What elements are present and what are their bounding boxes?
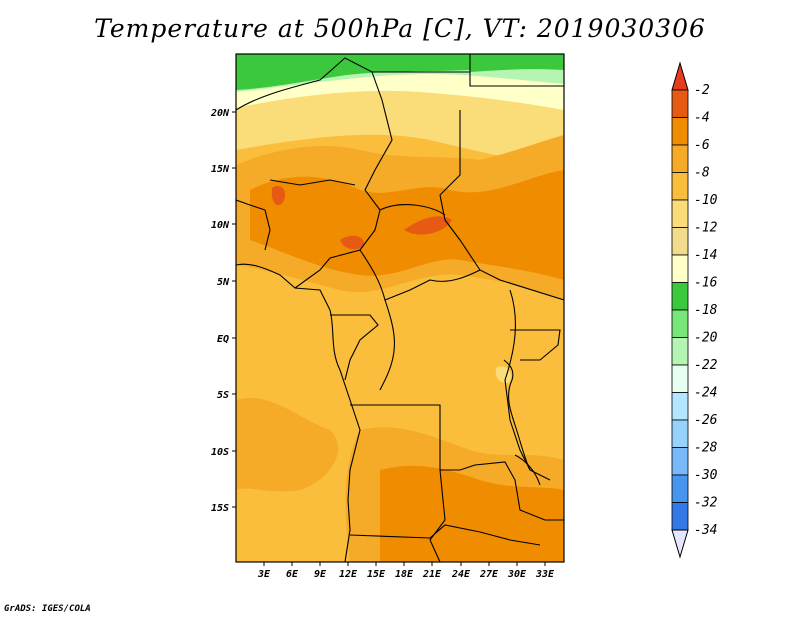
colorbar-label: -28 xyxy=(694,441,718,456)
lat-tick-label: 15S xyxy=(211,503,229,514)
border-gabon xyxy=(330,314,379,381)
colorbar-label: -4 xyxy=(694,111,710,126)
lon-tick-label: 33E xyxy=(535,569,555,580)
colorbar-label: -18 xyxy=(694,303,718,318)
colorbar-swatch xyxy=(671,144,689,173)
colorbar-label: -22 xyxy=(694,358,718,373)
colorbar-label: -32 xyxy=(694,496,718,511)
colorbar-swatch xyxy=(671,172,689,201)
temperature-field xyxy=(236,54,564,562)
colorbar-label: -10 xyxy=(694,193,718,208)
colorbar-label: -26 xyxy=(694,413,718,428)
colorbar-bottom-arrow xyxy=(671,529,689,559)
map-title: Temperature at 500hPa [C], VT: 201903030… xyxy=(94,14,706,43)
border-east-lakes xyxy=(504,289,551,481)
lake-mweru xyxy=(514,454,541,486)
lat-axis: 20N 15N 10N 5N EQ 5S 10S 15S xyxy=(210,108,236,514)
colorbar-swatch xyxy=(671,89,689,118)
colorbar-label: -12 xyxy=(694,221,718,236)
colorbar-swatch xyxy=(671,282,689,311)
field-east-8 xyxy=(495,366,511,384)
lat-tick-label: 5N xyxy=(217,277,230,288)
field-band-4 xyxy=(250,170,564,280)
hotspot-1 xyxy=(271,185,286,206)
field-south-6a xyxy=(236,397,339,492)
colorbar-label: -2 xyxy=(694,83,710,98)
lon-tick-label: 12E xyxy=(339,569,358,580)
border-coast-sw xyxy=(329,309,361,562)
lon-tick-label: 27E xyxy=(479,569,499,580)
colorbar-swatch xyxy=(671,392,689,421)
grads-credit: GrADS: IGES/COLA xyxy=(4,604,91,614)
lon-tick-label: 30E xyxy=(507,569,527,580)
colorbar-swatch xyxy=(671,337,689,366)
colorbar-top-arrow xyxy=(671,61,689,91)
colorbar-label: -34 xyxy=(694,523,717,538)
lat-tick-label: 10S xyxy=(211,447,229,458)
lake-tanganyika xyxy=(503,359,531,471)
map-frame xyxy=(235,53,565,563)
border-congo xyxy=(379,299,395,391)
colorbar-label: -20 xyxy=(694,331,718,346)
lat-tick-label: 10N xyxy=(211,220,230,231)
colorbar-label: -16 xyxy=(694,276,718,291)
colorbar-swatch xyxy=(671,502,689,531)
colorbar-swatch xyxy=(671,364,689,393)
border-angola-s xyxy=(429,469,446,562)
lon-tick-label: 3E xyxy=(257,569,271,580)
lat-tick-label: 5S xyxy=(217,390,229,401)
hotspot-3 xyxy=(404,216,452,235)
lon-axis: 3E 6E 9E 12E 15E 18E 21E 24E 27E 30E 33E xyxy=(257,562,555,580)
border-n1 xyxy=(236,54,471,111)
colorbar-swatch xyxy=(671,419,689,448)
border-chad-sudan xyxy=(439,110,564,301)
colorbar-label: -6 xyxy=(694,138,710,153)
colorbar-swatch xyxy=(671,254,689,283)
lon-tick-label: 24E xyxy=(451,569,471,580)
colorbar-swatch xyxy=(671,199,689,228)
colorbar-label: -14 xyxy=(694,248,717,263)
border-angola-zambia xyxy=(350,404,564,521)
colorbar-label: -8 xyxy=(694,166,710,181)
lon-tick-label: 15E xyxy=(367,569,386,580)
lat-tick-label: 20N xyxy=(210,108,230,119)
border-car xyxy=(359,249,481,301)
border-n2 xyxy=(469,72,564,87)
field-band-12b xyxy=(470,54,564,72)
hotspot-2 xyxy=(340,235,365,250)
lat-tick-label: 15N xyxy=(211,164,230,175)
lon-tick-label: 18E xyxy=(395,569,414,580)
country-borders xyxy=(236,54,564,562)
colorbar-swatch xyxy=(671,227,689,256)
colorbar-label: -24 xyxy=(694,386,717,401)
border-coast-w xyxy=(236,263,331,311)
border-namibia xyxy=(349,524,541,546)
border-nigeria-w xyxy=(236,199,271,251)
colorbar: -2 -4 -6 -8 -10 -12 -14 -16 -18 -20 -22 … xyxy=(671,61,718,559)
lon-tick-label: 9E xyxy=(314,569,327,580)
field-band-12 xyxy=(236,54,470,90)
border-chad-n xyxy=(379,204,446,216)
colorbar-label: -30 xyxy=(694,468,718,483)
colorbar-swatch xyxy=(671,117,689,146)
lon-tick-label: 6E xyxy=(286,569,299,580)
colorbar-swatch xyxy=(671,309,689,338)
border-uganda xyxy=(510,329,561,361)
colorbar-swatch xyxy=(671,447,689,476)
colorbar-swatch xyxy=(671,474,689,503)
lat-tick-label: EQ xyxy=(217,334,229,345)
lon-tick-label: 21E xyxy=(422,569,442,580)
field-west-6 xyxy=(236,289,310,338)
border-nigeria-n xyxy=(269,179,356,186)
